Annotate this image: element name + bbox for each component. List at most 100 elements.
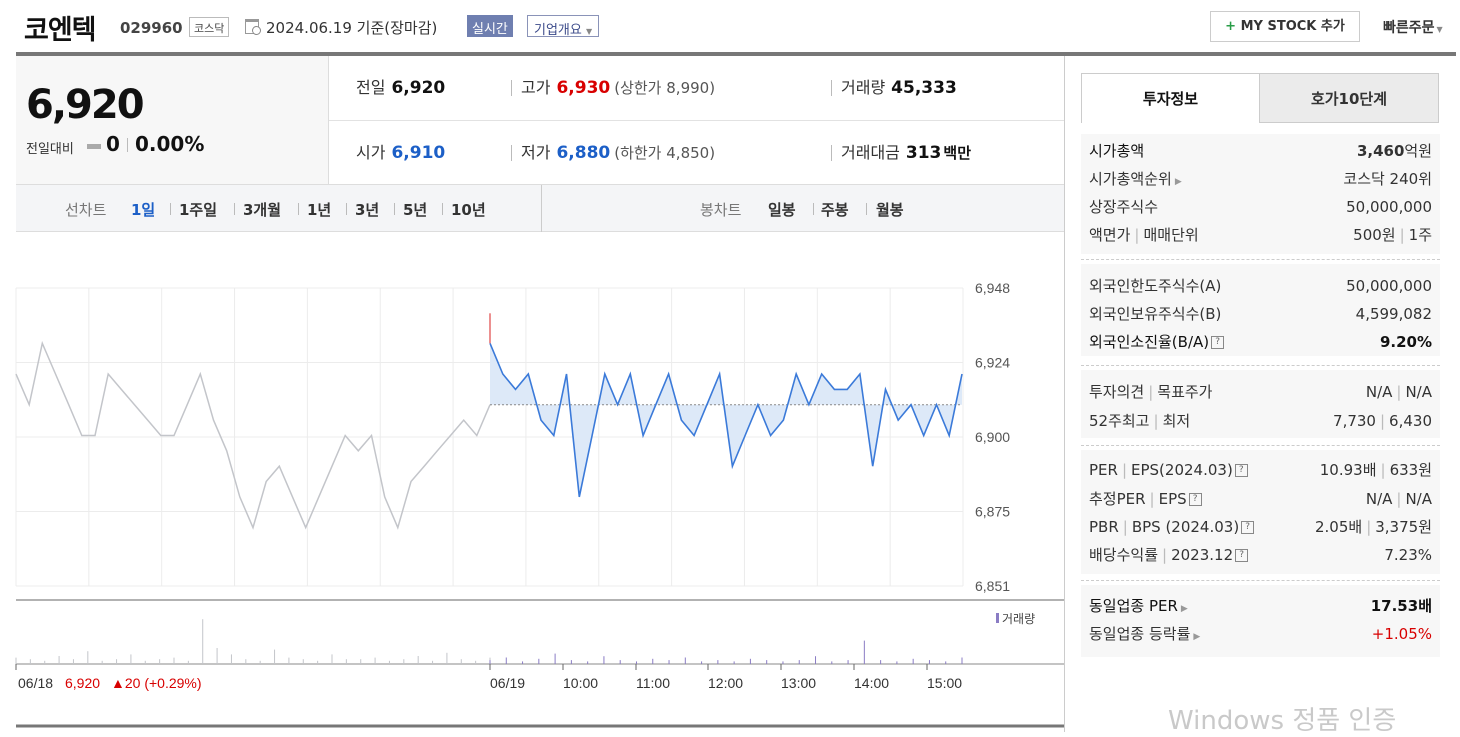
est-per-label: 추정PER: [1089, 490, 1146, 508]
row-rank[interactable]: 시가총액순위 ▶ 코스닥 240위: [1089, 165, 1432, 193]
tab-10years[interactable]: 10년: [451, 201, 486, 219]
help-icon[interactable]: ?: [1241, 521, 1255, 534]
help-icon[interactable]: ?: [1235, 549, 1249, 562]
volume-label: 거래량: [841, 78, 886, 97]
market-cap-cell: 3,460억원: [1357, 137, 1432, 165]
help-icon[interactable]: ?: [1234, 464, 1248, 477]
info-group-industry: 동일업종 PER ▶ 17.53배 동일업종 등락률 ▶ +1.05%: [1081, 585, 1440, 657]
divider: [1081, 365, 1440, 366]
prev-label: 전일: [356, 78, 386, 97]
divider: |: [1396, 490, 1402, 508]
stat-amount: 거래대금 313 백만: [841, 121, 971, 185]
divider: [1081, 445, 1440, 446]
divider: |: [1379, 412, 1386, 430]
row-est-per: 추정PER | EPS? N/A | N/A: [1089, 485, 1432, 513]
prev-day-change: ▲20 (+0.29%): [111, 675, 202, 691]
unchanged-icon: [87, 144, 101, 149]
stat-prev: 전일 6,920: [356, 56, 445, 120]
divider: [170, 203, 171, 215]
arrow-right-icon: ▶: [1180, 604, 1188, 614]
pbr-label: PBR: [1089, 518, 1119, 536]
change-label: 전일대비: [26, 142, 74, 157]
market-badge: 코스닥: [189, 17, 230, 37]
shares-value: 50,000,000: [1346, 198, 1432, 216]
tab-orderbook[interactable]: 호가10단계: [1259, 73, 1439, 123]
price-stats: 전일 6,920 고가 6,930 (상한가 8,990) 거래량 45,333 시가 6…: [329, 56, 1064, 184]
market-cap-unit: 억원: [1404, 142, 1432, 160]
arrow-right-icon: ▶: [1193, 632, 1201, 642]
opinion-value: N/A: [1365, 383, 1393, 401]
est-per-value: N/A: [1365, 490, 1393, 508]
tab-5years[interactable]: 5년: [403, 201, 428, 219]
help-icon[interactable]: ?: [1211, 336, 1225, 349]
price-summary: 6,920 전일대비 0 0.00%: [16, 56, 329, 184]
divider: [511, 80, 512, 96]
divider: [813, 203, 814, 215]
w52-label-cell: 52주최고 | 최저: [1089, 407, 1190, 435]
candle-chart-label: 봉차트: [700, 201, 742, 219]
tab-weekly-candle[interactable]: 주봉: [821, 201, 849, 219]
pbr-value-cell: 2.05배 | 3,375원: [1315, 513, 1432, 541]
tab-daily-candle[interactable]: 일봉: [768, 201, 796, 219]
chart-period-tabs: 선차트 1일 1주일 3개월 1년 3년 5년 10년 봉차트 일봉 주봉 월봉: [16, 184, 1064, 232]
y-tick-label: 6,851: [975, 578, 1010, 594]
dividend-label-cell: 배당수익률 | 2023.12?: [1089, 541, 1249, 569]
company-info-label: 기업개요: [534, 23, 582, 38]
rank-label: 시가총액순위: [1089, 170, 1172, 188]
tab-invest-info[interactable]: 투자정보: [1081, 73, 1260, 123]
y-tick-label: 6,924: [975, 355, 1010, 371]
divider: [127, 138, 128, 152]
today-price-line: [489, 342, 963, 498]
row-market-cap: 시가총액 3,460억원: [1089, 137, 1432, 165]
par-value-cell: 500원 | 1주: [1353, 221, 1432, 249]
bps-label: BPS (2024.03): [1131, 518, 1240, 536]
y-tick-label: 6,900: [975, 429, 1010, 445]
help-icon[interactable]: ?: [1188, 493, 1202, 506]
x-tick-label: 12:00: [708, 675, 743, 691]
industry-per-cell: 17.53배: [1371, 592, 1432, 620]
divider: [511, 145, 512, 161]
foreign-ratio-value: 9.20%: [1379, 333, 1432, 351]
tab-1day[interactable]: 1일: [131, 201, 156, 219]
row-par: 액면가 | 매매단위 500원 | 1주: [1089, 221, 1432, 249]
tab-1year[interactable]: 1년: [307, 201, 332, 219]
info-group-market-cap: 시가총액 3,460억원 시가총액순위 ▶ 코스닥 240위 상장주식수 50,000,…: [1081, 134, 1440, 254]
divider: [831, 80, 832, 96]
amount-value: 313: [905, 143, 942, 163]
divider: |: [1148, 383, 1154, 401]
add-my-stock-button[interactable]: + MY STOCK 추가: [1210, 11, 1360, 42]
industry-change-label: 동일업종 등락률: [1089, 625, 1191, 643]
tab-1week[interactable]: 1주일: [179, 201, 218, 219]
tab-3years[interactable]: 3년: [355, 201, 380, 219]
quick-order-dropdown[interactable]: 빠른주문 ▼: [1383, 17, 1443, 37]
par-label-cell: 액면가 | 매매단위: [1089, 221, 1199, 249]
intraday-chart[interactable]: 6,948 6,924 6,900 6,875 6,851 거래량 06/19 10:00 11…: [0, 232, 1064, 732]
w52-high-label: 52주최고: [1089, 412, 1150, 430]
stat-volume: 거래량 45,333: [841, 56, 957, 120]
foreign-limit-value: 50,000,000: [1346, 277, 1432, 295]
divider: [234, 203, 235, 215]
plus-icon: +: [1225, 19, 1237, 34]
invest-info-panel: 투자정보 호가10단계 시가총액 3,460억원 시가총액순위 ▶ 코스닥 240위 …: [1064, 56, 1456, 732]
divider: [394, 203, 395, 215]
unit-value: 1주: [1408, 226, 1432, 244]
stats-row: 전일 6,920 고가 6,930 (상한가 8,990) 거래량 45,333: [329, 56, 1064, 120]
divider: [1081, 580, 1440, 581]
x-tick-label: 13:00: [781, 675, 816, 691]
realtime-button[interactable]: 실시간: [467, 15, 513, 37]
company-info-dropdown[interactable]: 기업개요 ▼: [527, 15, 600, 38]
row-per: PER | EPS(2024.03)? 10.93배 | 633원: [1089, 456, 1432, 484]
tab-monthly-candle[interactable]: 월봉: [876, 201, 904, 219]
per-value-cell: 10.93배 | 633원: [1320, 456, 1432, 484]
market-cap-label: 시가총액: [1089, 142, 1145, 160]
row-industry-per[interactable]: 동일업종 PER ▶ 17.53배: [1089, 592, 1432, 620]
row-industry-change[interactable]: 동일업종 등락률 ▶ +1.05%: [1089, 620, 1432, 648]
tab-3months[interactable]: 3개월: [243, 201, 282, 219]
industry-change-value: +1.05%: [1371, 625, 1432, 643]
foreign-hold-label: 외국인보유주식수(B): [1089, 305, 1222, 323]
row-foreign-ratio: 외국인소진율(B/A)? 9.20%: [1089, 328, 1432, 356]
x-tick-label: 15:00: [927, 675, 962, 691]
windows-activation-watermark: Windows 정품 인증: [1168, 706, 1397, 736]
divider: |: [1399, 226, 1405, 244]
stat-high: 고가 6,930 (상한가 8,990): [521, 56, 715, 120]
